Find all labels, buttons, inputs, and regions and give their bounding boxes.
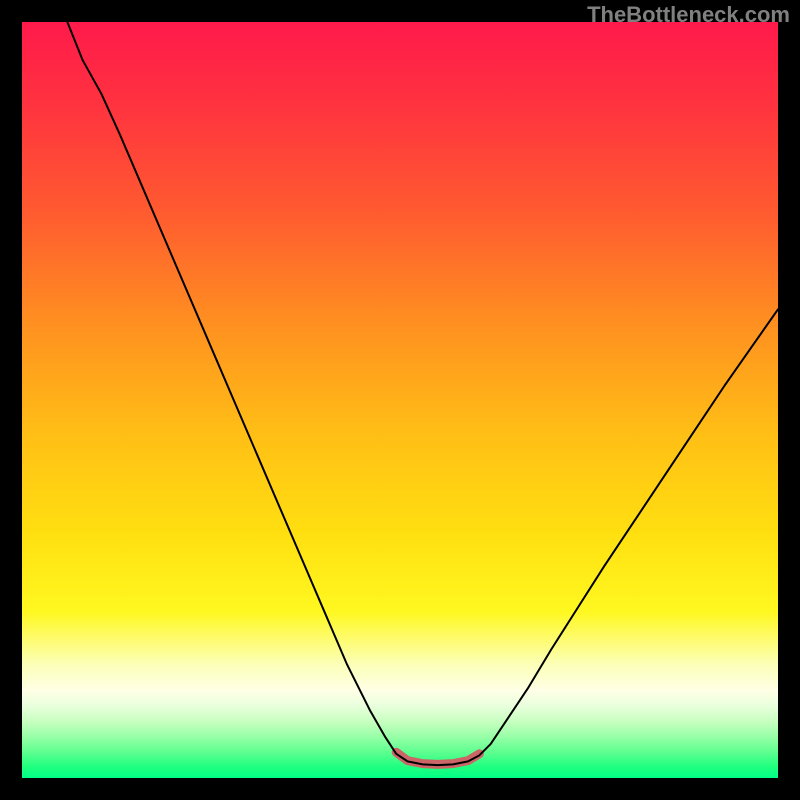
chart-canvas: TheBottleneck.com	[0, 0, 800, 800]
plot-background	[22, 22, 778, 778]
watermark-text: TheBottleneck.com	[587, 2, 790, 28]
bottleneck-chart	[0, 0, 800, 800]
